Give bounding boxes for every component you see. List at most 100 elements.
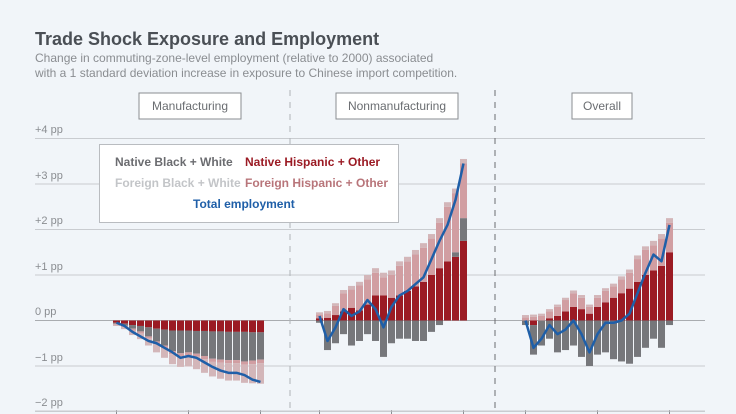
- facet-label-text: Manufacturing: [152, 99, 228, 113]
- bar-foreign-hispanic-other: [225, 360, 232, 364]
- bar-native-hispanic-other: [594, 306, 601, 321]
- bar-native-black-white: [554, 320, 561, 353]
- bar-native-hispanic-other: [121, 320, 128, 324]
- bar-native-black-white: [380, 320, 387, 357]
- bar-foreign-black-white: [324, 310, 331, 314]
- bar-native-black-white: [460, 218, 467, 241]
- bar-foreign-hispanic-other: [348, 289, 355, 308]
- bar-native-hispanic-other: [177, 320, 184, 331]
- bar-foreign-black-white: [658, 234, 665, 239]
- x-axis-ticks: [35, 410, 705, 414]
- facet-label-nonmanufacturing: Nonmanufacturing: [335, 92, 459, 120]
- bar-native-hispanic-other: [658, 265, 665, 321]
- bar-native-hispanic-other: [257, 320, 264, 333]
- bar-foreign-black-white: [332, 303, 339, 306]
- bar-foreign-black-white: [356, 281, 363, 286]
- bar-native-black-white: [372, 320, 379, 341]
- bar-foreign-hispanic-other: [522, 317, 529, 321]
- bar-foreign-hispanic-other: [324, 313, 331, 318]
- legend-total-employment: Total employment: [193, 197, 295, 211]
- bar-native-black-white: [436, 320, 443, 326]
- bar-native-hispanic-other: [169, 320, 176, 331]
- bar-foreign-hispanic-other: [444, 206, 451, 262]
- bar-foreign-black-white: [530, 314, 537, 317]
- bar-foreign-hispanic-other: [372, 272, 379, 296]
- bar-foreign-black-white: [626, 269, 633, 273]
- bar-foreign-black-white: [153, 344, 160, 353]
- legend-foreign-hispanic-other: Foreign Hispanic + Other: [245, 176, 389, 190]
- total-lines: [116, 163, 671, 384]
- bar-foreign-hispanic-other: [626, 272, 633, 289]
- bar-native-hispanic-other: [650, 270, 657, 321]
- bar-native-hispanic-other: [380, 295, 387, 321]
- bar-native-hispanic-other: [634, 281, 641, 321]
- bar-foreign-hispanic-other: [209, 358, 216, 362]
- chart-title: Trade Shock Exposure and Employment: [35, 29, 380, 49]
- bar-foreign-hispanic-other: [420, 247, 427, 282]
- bar-foreign-hispanic-other: [412, 254, 419, 287]
- bar-native-hispanic-other: [364, 304, 371, 321]
- bar-foreign-black-white: [420, 243, 427, 248]
- bar-native-black-white: [388, 320, 395, 344]
- bar-foreign-hispanic-other: [113, 323, 120, 325]
- bar-native-black-white: [428, 320, 435, 332]
- bar-foreign-hispanic-other: [177, 353, 184, 356]
- bar-native-black-white: [193, 330, 200, 354]
- bar-foreign-black-white: [257, 363, 264, 384]
- total-employment-line: [524, 224, 671, 354]
- bar-foreign-black-white: [650, 240, 657, 246]
- bar-foreign-hispanic-other: [570, 293, 577, 307]
- bar-foreign-hispanic-other: [380, 277, 387, 296]
- chart-subtitle: Change in commuting-zone-level employmen…: [35, 51, 555, 81]
- bar-foreign-hispanic-other: [610, 286, 617, 298]
- bar-foreign-hispanic-other: [634, 259, 641, 282]
- ytick-label: −2 pp: [35, 397, 63, 409]
- bar-native-black-white: [530, 325, 537, 355]
- bar-native-hispanic-other: [420, 281, 427, 321]
- bar-foreign-hispanic-other: [356, 285, 363, 311]
- bar-native-black-white: [452, 252, 459, 257]
- bar-foreign-hispanic-other: [217, 359, 224, 363]
- bar-native-hispanic-other: [396, 295, 403, 321]
- bar-native-black-white: [340, 320, 347, 335]
- bar-native-hispanic-other: [626, 288, 633, 321]
- bar-foreign-black-white: [602, 288, 609, 291]
- bar-foreign-black-white: [364, 275, 371, 280]
- bar-native-hispanic-other: [340, 311, 347, 321]
- bar-foreign-black-white: [380, 272, 387, 278]
- bar-native-black-white: [217, 331, 224, 360]
- bar-native-hispanic-other: [217, 320, 224, 332]
- bar-native-black-white: [610, 320, 617, 360]
- bar-foreign-black-white: [444, 202, 451, 207]
- bar-native-hispanic-other: [348, 307, 355, 321]
- bar-foreign-hispanic-other: [257, 359, 264, 364]
- ytick-label: +2 pp: [35, 215, 63, 227]
- bar-foreign-hispanic-other: [658, 238, 665, 266]
- bar-native-black-white: [642, 320, 649, 348]
- bar-native-black-white: [356, 320, 363, 341]
- subtitle-line-1: Change in commuting-zone-level employmen…: [35, 51, 434, 65]
- bar-foreign-black-white: [201, 359, 208, 373]
- bar-foreign-hispanic-other: [578, 297, 585, 310]
- bar-native-black-white: [324, 320, 331, 351]
- bar-native-hispanic-other: [356, 310, 363, 321]
- facet-label-overall: Overall: [571, 92, 633, 120]
- bar-foreign-black-white: [634, 255, 641, 260]
- ytick-label: +3 pp: [35, 170, 63, 182]
- bar-native-hispanic-other: [546, 318, 553, 321]
- bar-foreign-hispanic-other: [602, 290, 609, 303]
- bar-foreign-black-white: [538, 313, 545, 316]
- bar-native-black-white: [185, 330, 192, 353]
- bar-foreign-hispanic-other: [618, 279, 625, 294]
- bar-foreign-hispanic-other: [530, 316, 537, 321]
- bar-native-hispanic-other: [145, 320, 152, 328]
- bar-foreign-hispanic-other: [586, 306, 593, 314]
- bar-native-hispanic-other: [618, 293, 625, 321]
- y-axis-ticks: +4 pp +3 pp +2 pp +1 pp 0 pp −1 pp −2 pp: [35, 124, 63, 409]
- bar-native-hispanic-other: [586, 313, 593, 321]
- bar-native-black-white: [412, 320, 419, 341]
- bar-foreign-black-white: [522, 315, 529, 318]
- bar-foreign-black-white: [113, 324, 120, 326]
- ytick-label: 0 pp: [35, 306, 56, 318]
- bar-foreign-black-white: [436, 218, 443, 223]
